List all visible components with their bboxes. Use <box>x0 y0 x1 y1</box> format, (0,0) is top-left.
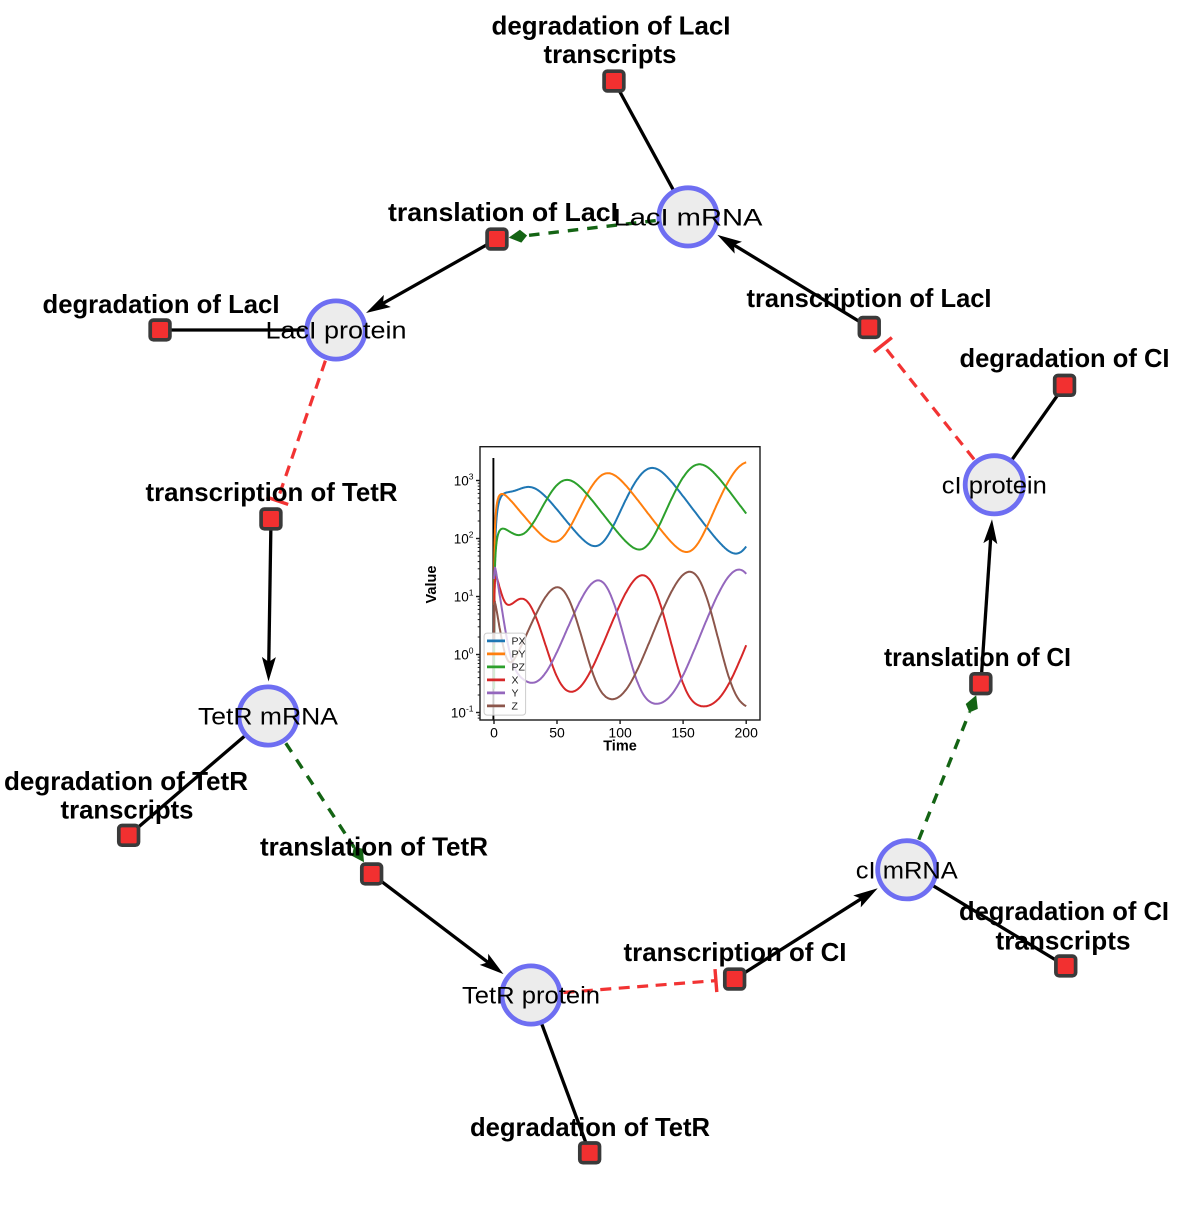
svg-text:degradation of LacI: degradation of LacI <box>492 11 731 41</box>
svg-text:Z: Z <box>512 701 519 713</box>
svg-text:Y: Y <box>512 688 519 700</box>
svg-text:150: 150 <box>671 725 695 741</box>
svg-text:translation of TetR: translation of TetR <box>260 832 488 862</box>
svg-text:transcripts: transcripts <box>544 39 677 69</box>
svg-text:translation of LacI: translation of LacI <box>388 197 618 227</box>
svg-text:PY: PY <box>512 649 526 661</box>
svg-text:TetR mRNA: TetR mRNA <box>198 704 338 731</box>
svg-text:translation of CI: translation of CI <box>884 642 1071 672</box>
svg-text:degradation of TetR: degradation of TetR <box>470 1112 710 1142</box>
svg-text:transcripts: transcripts <box>61 795 194 825</box>
svg-text:transcripts: transcripts <box>996 926 1131 956</box>
svg-text:cI mRNA: cI mRNA <box>856 857 958 884</box>
svg-text:degradation of LacI: degradation of LacI <box>43 289 280 319</box>
svg-text:0: 0 <box>490 725 498 741</box>
svg-text:100: 100 <box>454 646 474 663</box>
svg-text:degradation of TetR: degradation of TetR <box>4 766 248 796</box>
svg-text:degradation of CI: degradation of CI <box>960 343 1170 373</box>
svg-text:102: 102 <box>454 530 474 547</box>
svg-text:LacI protein: LacI protein <box>266 318 407 345</box>
svg-text:transcription of LacI: transcription of LacI <box>747 283 992 313</box>
svg-text:PZ: PZ <box>512 662 526 674</box>
svg-text:Time: Time <box>603 739 637 755</box>
svg-text:cI protein: cI protein <box>942 472 1047 499</box>
svg-text:100: 100 <box>608 725 632 741</box>
svg-text:200: 200 <box>735 725 759 741</box>
svg-text:LacI mRNA: LacI mRNA <box>614 204 763 231</box>
svg-text:TetR protein: TetR protein <box>462 983 600 1010</box>
svg-text:103: 103 <box>454 472 474 489</box>
svg-text:transcription of TetR: transcription of TetR <box>146 477 398 507</box>
svg-text:X: X <box>512 675 519 687</box>
svg-text:101: 101 <box>454 588 474 605</box>
svg-text:50: 50 <box>549 725 565 741</box>
svg-text:PX: PX <box>512 636 526 648</box>
svg-text:Value: Value <box>424 566 440 604</box>
svg-text:degradation of CI: degradation of CI <box>959 896 1169 926</box>
svg-text:transcription of CI: transcription of CI <box>624 937 847 967</box>
